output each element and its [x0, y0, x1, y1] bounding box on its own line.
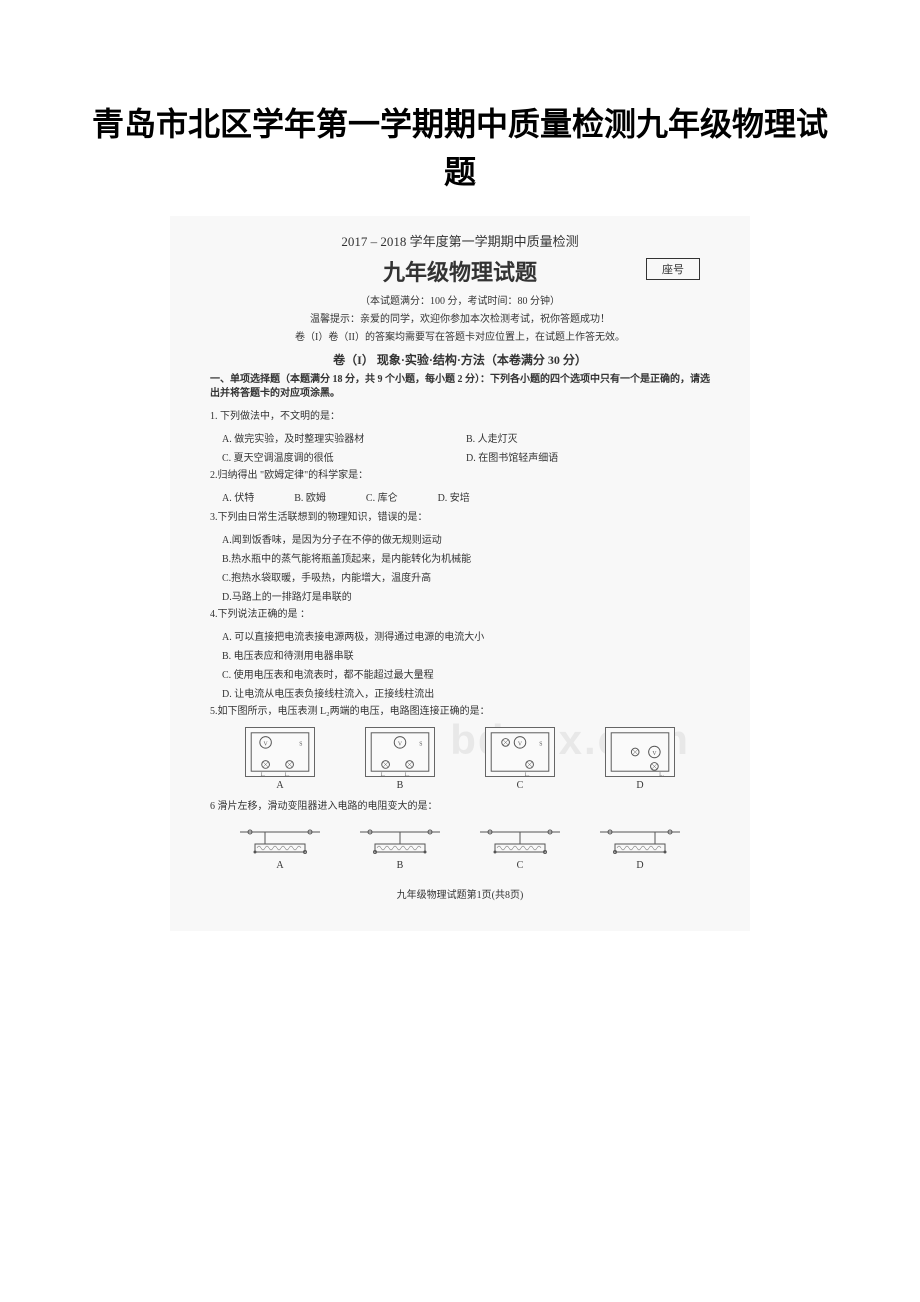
question-6: 6 滑片左移，滑动变阻器进入电路的电阻变大的是： [210, 799, 710, 814]
q3-option-b: B.热水瓶中的蒸气能将瓶盖顶起来，是内能转化为机械能 [210, 550, 710, 565]
svg-text:L₂: L₂ [285, 773, 290, 776]
q5-circuit-c: V S L₂ C [485, 727, 555, 791]
q6-slider-d: D [595, 822, 685, 871]
q1-option-d: D. 在图书馆轻声细语 [466, 449, 670, 464]
q5-circuit-a: V S L₁ L₂ A [245, 727, 315, 791]
q1-options-row1: A. 做完实验，及时整理实验器材 B. 人走灯灭 [210, 430, 710, 445]
svg-text:S: S [419, 741, 422, 747]
circuit-diagram-b: V S L₁ L₂ [365, 727, 435, 777]
q2-options: A. 伏特 B. 欧姆 C. 库仑 D. 安培 [210, 489, 710, 504]
slider-diagram-a [235, 822, 325, 857]
q4-option-d: D. 让电流从电压表负接线柱流入，正接线柱流出 [210, 685, 710, 700]
q6-label-d: D [636, 860, 643, 871]
circuit-diagram-c: V S L₂ [485, 727, 555, 777]
q1-option-b: B. 人走灯灭 [466, 430, 670, 445]
svg-text:V: V [518, 741, 523, 747]
slider-svg-icon [355, 822, 445, 857]
question-3: 3.下列由日常生活联想到的物理知识，错误的是： [210, 510, 710, 525]
section-intro: 一、单项选择题（本题满分 18 分，共 9 个小题，每小题 2 分）：下列各小题… [210, 373, 710, 401]
svg-text:L₂: L₂ [659, 773, 664, 776]
circuit-diagram-d: V L₂ [605, 727, 675, 777]
instruction: 卷（I）卷（II）的答案均需要写在答题卡对应位置上，在试题上作答无效。 [210, 328, 710, 343]
svg-text:S: S [539, 741, 542, 747]
q1-option-c: C. 夏天空调温度调的很低 [222, 449, 426, 464]
q2-option-d: D. 安培 [438, 489, 470, 504]
page-footer: 九年级物理试题第1页(共8页) [210, 886, 710, 901]
slider-svg-icon [475, 822, 565, 857]
q3-option-c: C.抱热水袋取暖，手吸热，内能增大，温度升高 [210, 569, 710, 584]
q4-option-c: C. 使用电压表和电流表时，都不能超过最大量程 [210, 666, 710, 681]
question-2: 2.归纳得出 "欧姆定律"的科学家是： [210, 468, 710, 483]
circuit-svg-icon: V S L₁ L₂ [246, 728, 314, 776]
seat-number-box: 座号 [646, 258, 700, 280]
exam-content: bdocx.com 2017 – 2018 学年度第一学期期中质量检测 九年级物… [170, 216, 750, 931]
circuit-svg-icon: V S L₂ [486, 728, 554, 776]
exam-info: （本试题满分：100 分，考试时间：80 分钟） [210, 292, 710, 307]
q6-label-b: B [397, 860, 404, 871]
main-title: 青岛市北区学年第一学期期中质量检测九年级物理试题 [80, 100, 840, 196]
question-1: 1. 下列做法中，不文明的是： [210, 409, 710, 424]
circuit-svg-icon: V S L₁ L₂ [366, 728, 434, 776]
q1-options-row2: C. 夏天空调温度调的很低 D. 在图书馆轻声细语 [210, 449, 710, 464]
q2-option-c: C. 库仑 [366, 489, 398, 504]
svg-text:L₂: L₂ [405, 773, 410, 776]
year-header: 2017 – 2018 学年度第一学期期中质量检测 [210, 231, 710, 250]
q4-option-b: B. 电压表应和待测用电器串联 [210, 647, 710, 662]
circuit-svg-icon: V L₂ [606, 728, 674, 776]
q6-label-a: A [276, 860, 283, 871]
slider-diagram-c [475, 822, 565, 857]
q3-option-d: D.马路上的一排路灯是串联的 [210, 588, 710, 603]
greeting: 温馨提示：亲爱的同学，欢迎你参加本次检测考试，祝你答题成功！ [210, 310, 710, 325]
slider-diagram-b [355, 822, 445, 857]
svg-text:L₁: L₁ [261, 773, 266, 776]
q6-slider-c: C [475, 822, 565, 871]
q5-label-b: B [397, 780, 404, 791]
q5-label-c: C [517, 780, 524, 791]
exam-title: 九年级物理试题 [210, 255, 710, 287]
q5-circuit-b: V S L₁ L₂ B [365, 727, 435, 791]
slider-svg-icon [235, 822, 325, 857]
svg-text:L₂: L₂ [525, 773, 530, 776]
q4-option-a: A. 可以直接把电流表接电源两极，测得通过电源的电流大小 [210, 628, 710, 643]
svg-text:L₁: L₁ [381, 773, 386, 776]
slider-diagram-d [595, 822, 685, 857]
q5-label-a: A [276, 780, 283, 791]
slider-svg-icon [595, 822, 685, 857]
q6-label-c: C [517, 860, 524, 871]
q5-label-d: D [636, 780, 643, 791]
page-container: 青岛市北区学年第一学期期中质量检测九年级物理试题 bdocx.com 2017 … [0, 0, 920, 971]
svg-text:S: S [299, 741, 302, 747]
circuit-diagram-a: V S L₁ L₂ [245, 727, 315, 777]
q3-option-a: A.闻到饭香味，是因为分子在不停的做无规则运动 [210, 531, 710, 546]
q2-option-a: A. 伏特 [222, 489, 254, 504]
svg-text:V: V [398, 741, 403, 747]
section-header: 卷（I） 现象·实验·结构·方法（本卷满分 30 分） [210, 351, 710, 368]
q1-option-a: A. 做完实验，及时整理实验器材 [222, 430, 426, 445]
question-4: 4.下列说法正确的是 ： [210, 607, 710, 622]
q2-option-b: B. 欧姆 [294, 489, 326, 504]
q5-circuit-d: V L₂ D [605, 727, 675, 791]
q6-slider-b: B [355, 822, 445, 871]
q6-slider-a: A [235, 822, 325, 871]
q6-sliders: A B [210, 822, 710, 871]
svg-text:V: V [264, 741, 269, 747]
svg-text:V: V [652, 751, 657, 757]
